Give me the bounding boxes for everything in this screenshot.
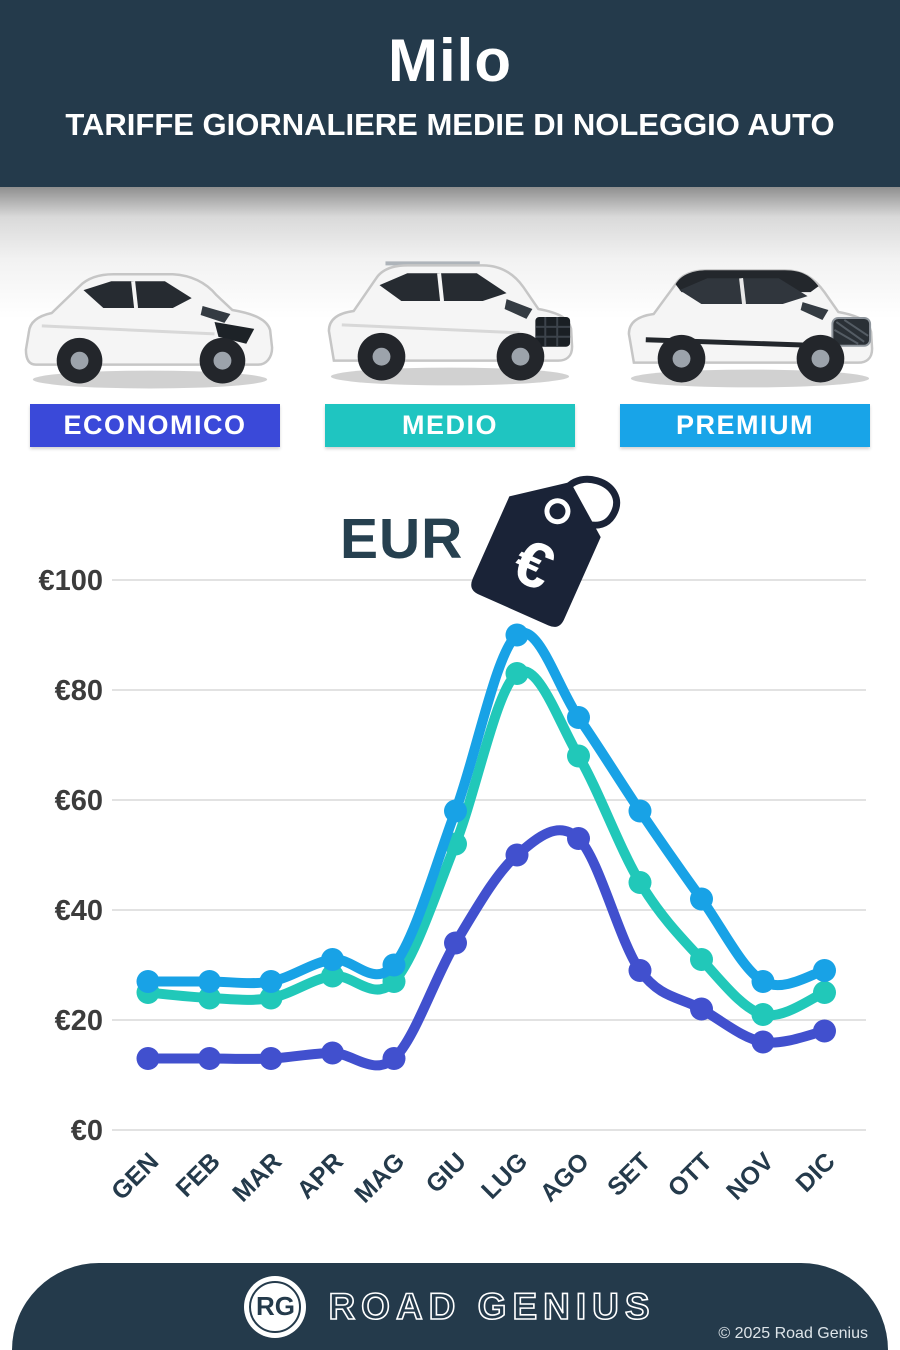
month-label: LUG bbox=[476, 1147, 533, 1204]
cars-hero-section bbox=[0, 187, 900, 400]
data-point bbox=[690, 948, 713, 971]
currency-heading: EUR bbox=[340, 507, 464, 571]
data-point bbox=[321, 1041, 344, 1065]
y-axis-tick-label: €100 bbox=[38, 565, 103, 597]
data-point bbox=[751, 1003, 775, 1026]
y-axis-tick-label: €40 bbox=[55, 895, 103, 927]
copyright-text: © 2025 Road Genius bbox=[718, 1325, 868, 1342]
month-label: SET bbox=[602, 1147, 656, 1201]
series-economico bbox=[136, 825, 836, 1071]
price-tag-icon: € bbox=[428, 448, 648, 633]
data-point bbox=[628, 799, 652, 823]
y-axis-tick-label: €0 bbox=[71, 1115, 103, 1147]
data-point bbox=[690, 997, 713, 1021]
data-point bbox=[628, 959, 652, 982]
month-label: DIC bbox=[790, 1147, 840, 1197]
y-axis-tick-label: €60 bbox=[55, 785, 103, 817]
month-label: OTT bbox=[663, 1147, 718, 1202]
month-label: FEB bbox=[171, 1147, 226, 1202]
page-subtitle: TARIFFE GIORNALIERE MEDIE DI NOLEGGIO AU… bbox=[65, 107, 835, 142]
data-point bbox=[567, 706, 590, 729]
brand-name: ROAD GENIUS bbox=[328, 1285, 656, 1328]
data-point bbox=[690, 887, 713, 911]
badge-economico: ECONOMICO bbox=[30, 404, 280, 447]
data-point bbox=[136, 970, 160, 993]
month-label: GEN bbox=[106, 1147, 164, 1205]
logo-initials: RG bbox=[249, 1280, 302, 1333]
data-point bbox=[567, 827, 590, 850]
data-point bbox=[567, 744, 590, 768]
data-point bbox=[259, 986, 283, 1010]
month-label: NOV bbox=[721, 1147, 779, 1205]
data-point bbox=[259, 970, 283, 993]
rates-line-chart: €0 €20 €40 €60 €80 €100 GEN FEB MAR APR MAG GIU LUG A… bbox=[38, 565, 866, 1208]
category-legend: ECONOMICO MEDIO PREMIUM bbox=[0, 404, 900, 447]
month-label: APR bbox=[292, 1147, 349, 1204]
y-axis-tick-label: €20 bbox=[55, 1005, 103, 1037]
data-point bbox=[382, 953, 406, 977]
suv-car-icon bbox=[327, 261, 574, 386]
premium-car-image bbox=[605, 226, 895, 398]
hatchback-car-icon bbox=[24, 273, 274, 389]
data-point bbox=[628, 871, 652, 894]
cars-row bbox=[0, 220, 900, 398]
footer-banner: RG ROAD GENIUS © 2025 Road Genius bbox=[12, 1263, 888, 1350]
data-point bbox=[505, 843, 529, 867]
data-point bbox=[198, 970, 221, 993]
midsize-car-image bbox=[305, 220, 595, 398]
data-point bbox=[813, 1019, 836, 1043]
data-point bbox=[444, 799, 467, 823]
badge-premium: PREMIUM bbox=[620, 404, 870, 447]
data-point bbox=[321, 948, 344, 971]
luxury-suv-car-icon bbox=[627, 269, 874, 388]
data-point bbox=[505, 623, 529, 647]
series-medio bbox=[136, 662, 836, 1026]
badge-medio: MEDIO bbox=[325, 404, 575, 447]
data-point bbox=[321, 964, 344, 988]
data-point bbox=[198, 986, 221, 1010]
header-banner: Milo TARIFFE GIORNALIERE MEDIE DI NOLEGG… bbox=[0, 0, 900, 187]
series-premium bbox=[136, 623, 836, 993]
page-title: Milo bbox=[388, 27, 512, 94]
month-label: MAG bbox=[349, 1147, 410, 1208]
data-point bbox=[382, 1047, 406, 1070]
data-point bbox=[259, 1047, 283, 1070]
data-point bbox=[198, 1047, 221, 1070]
data-point bbox=[751, 1030, 775, 1054]
data-point bbox=[813, 981, 836, 1004]
data-point bbox=[136, 1047, 160, 1070]
data-point bbox=[751, 970, 775, 993]
data-point bbox=[813, 959, 836, 982]
y-axis-tick-label: €80 bbox=[55, 675, 103, 707]
data-point bbox=[505, 662, 529, 685]
road-genius-logo-icon: RG bbox=[244, 1275, 307, 1338]
data-point bbox=[444, 931, 467, 955]
month-label: AGO bbox=[535, 1147, 595, 1207]
month-label: GIU bbox=[421, 1147, 472, 1198]
economy-car-image bbox=[5, 230, 295, 398]
month-label: MAR bbox=[227, 1147, 287, 1207]
chart-grid bbox=[112, 579, 866, 1131]
